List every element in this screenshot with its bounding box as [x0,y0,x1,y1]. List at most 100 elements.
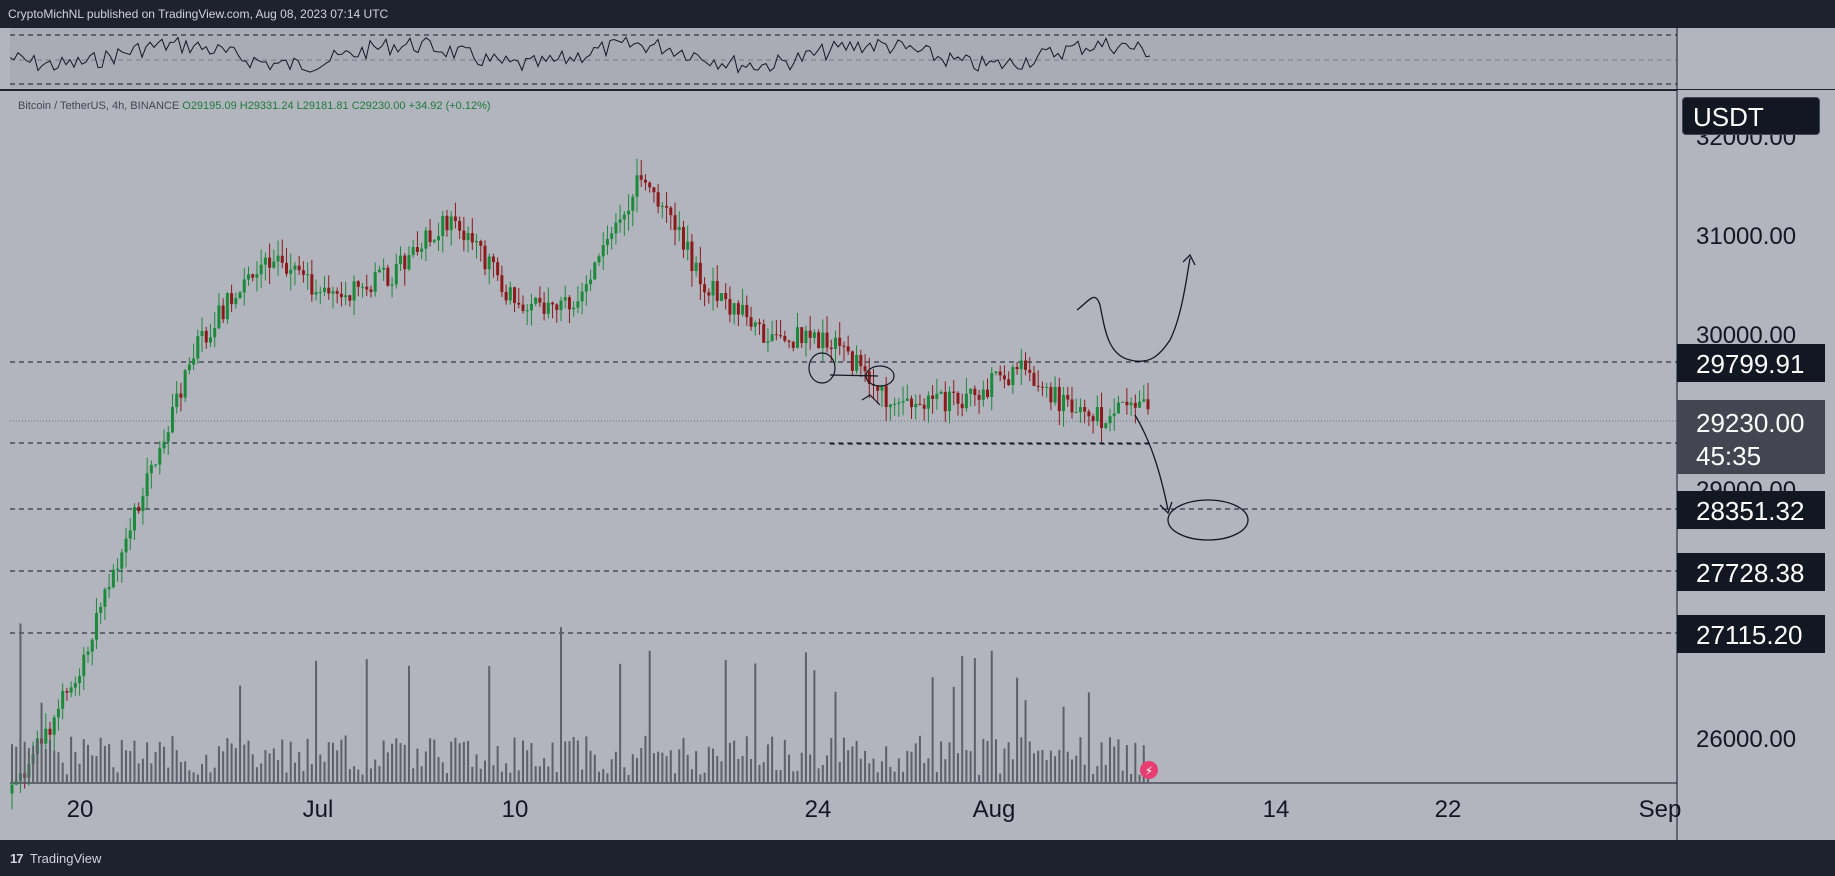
volume-bar [488,666,491,783]
candle-body [1146,399,1150,410]
candle-body [1045,387,1049,389]
candle-body [686,241,690,250]
volume-bar [771,736,774,783]
candle-body [356,281,360,287]
volume-bar [129,751,132,783]
volume-bar [847,750,850,783]
volume-bar [779,770,782,783]
annotation-connector [829,374,879,377]
volume-bar [175,750,178,783]
volume-bar [378,766,381,783]
candle-body [441,215,445,237]
volume-bar [167,767,170,783]
volume-bar [19,623,22,783]
candle-body [179,393,183,398]
volume-bar [952,686,955,783]
candle-body [774,334,778,336]
candle-body [242,279,246,293]
y-tick-label: 31000.00 [1696,223,1796,250]
candle-body [753,322,757,327]
candle-body [1100,407,1104,429]
candle-body [648,182,652,188]
volume-bar [1125,745,1128,783]
candle-body [145,473,149,497]
candle-body [73,683,77,688]
candle-body [513,287,517,303]
candle-body [1095,407,1099,422]
candle-body [217,305,221,329]
volume-bar [353,766,356,783]
candle-body [453,216,457,221]
volume-bar [880,761,883,783]
candle-body [635,175,639,197]
candle-body [791,341,795,348]
candle-body [496,262,500,276]
tradingview-logo[interactable]: 17 TradingView [10,851,101,866]
volume-bar [310,764,313,783]
volume-bar [112,767,115,783]
volume-bar [441,762,444,783]
volume-bar [585,736,588,783]
volume-bar [302,770,305,783]
volume-bar [1011,759,1014,783]
volume-bar [391,743,394,783]
candle-body [732,303,736,315]
volume-bar [1108,737,1111,783]
candle-body [335,291,339,294]
candle-body [56,708,60,718]
volume-bar [429,738,432,783]
volume-bar [872,758,875,783]
volume-bar [699,774,702,783]
candle-body [770,334,774,342]
volume-bar [1066,751,1069,783]
candle-body [622,214,626,220]
volume-bar [437,757,440,783]
top-bar: CryptoMichNL published on TradingView.co… [0,0,1835,28]
volume-bar [530,743,533,783]
candle-body [614,222,618,234]
volume-bar [1079,737,1082,783]
volume-bar [640,748,643,783]
volume-bar [327,742,330,783]
candle-body [221,305,225,320]
candle-body [352,281,356,301]
candle-body [263,257,267,265]
candle-body [458,220,462,231]
candle-body [158,448,162,465]
volume-bar [978,774,981,783]
level-label-bg [1677,553,1825,591]
indicator-pane [10,28,1677,88]
candle-body [766,341,770,343]
candle-body [1011,367,1015,386]
candle-body [1070,399,1074,413]
candle-body [863,366,867,372]
volume-bar [154,751,157,783]
candle-body [677,226,681,231]
candle-body [1087,411,1091,417]
volume-bar [657,751,660,783]
volume-bar [918,735,921,783]
volume-bar [454,737,457,783]
volume-bar [1054,756,1057,783]
candle-body [610,233,614,239]
volume-bar [889,766,892,783]
volume-bar [475,754,478,783]
candle-body [1028,369,1032,373]
candle-body [407,255,411,270]
volume-bar [775,769,778,783]
annotation-mark [861,394,881,406]
volume-bar [399,743,402,783]
volume-bar [576,740,579,783]
candle-body [225,293,229,320]
candle-body [850,351,854,371]
candle-body [736,303,740,315]
volume-bar [678,749,681,783]
candle-body [652,187,656,193]
candle-body [1142,399,1146,402]
volume-bar [226,738,229,783]
currency-button[interactable]: USDT [1682,97,1820,135]
candle-body [597,256,601,263]
candle-body [255,274,259,278]
